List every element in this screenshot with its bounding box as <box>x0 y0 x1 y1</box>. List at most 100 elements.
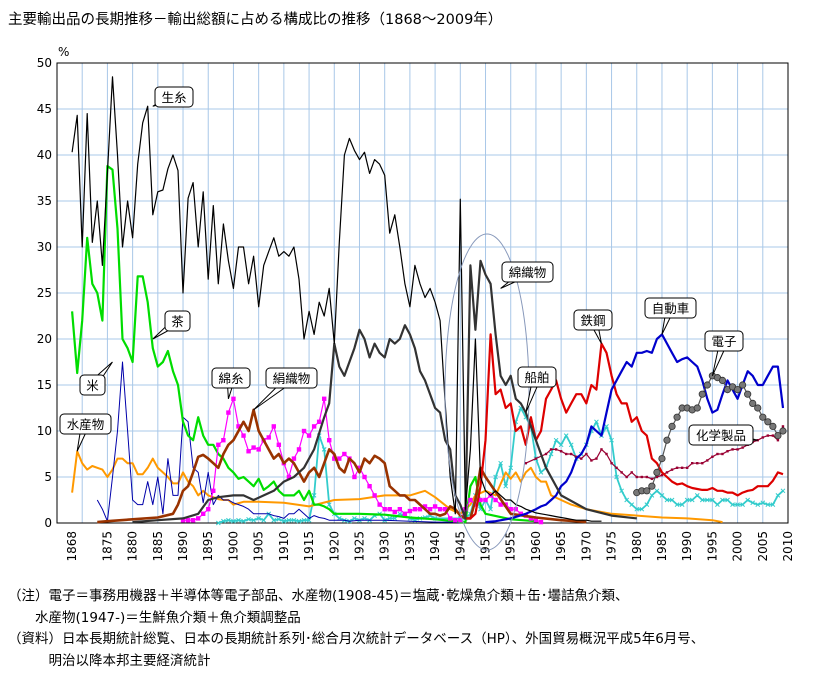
data-point <box>701 462 704 465</box>
callout-fill <box>166 312 189 330</box>
data-point <box>488 506 493 512</box>
data-point <box>765 502 771 507</box>
x-tick-label: 1970 <box>579 531 593 562</box>
data-point <box>407 508 413 514</box>
data-point <box>377 502 382 507</box>
callout-fill <box>503 263 552 281</box>
series-綿織物 <box>132 259 637 524</box>
chart-title: 主要輸出品の長期推移－輸出総額に占める構成比の推移（1868～2009年） <box>8 12 503 28</box>
data-point <box>276 442 282 447</box>
callout-絹織物: 絹織物 <box>253 367 318 411</box>
source-line-1: （資料）日本長期統計総覧、日本の長期統計系列･総合月次統計データベース（HP）、… <box>8 631 705 647</box>
data-point <box>706 459 709 462</box>
data-point <box>352 474 357 480</box>
data-point <box>453 518 458 523</box>
callout-label: 絹織物 <box>273 371 311 386</box>
data-point <box>619 488 624 494</box>
data-point <box>553 437 559 443</box>
data-point <box>528 516 534 521</box>
callout-電子: 電子 <box>704 330 744 377</box>
data-point <box>766 434 770 437</box>
data-point <box>635 475 638 479</box>
data-point <box>634 506 640 512</box>
data-point <box>387 507 392 512</box>
x-tick-label: 1965 <box>554 531 568 562</box>
data-point <box>387 516 393 521</box>
data-point <box>458 518 463 523</box>
series-茶 <box>71 164 536 524</box>
data-point <box>236 517 241 523</box>
data-point <box>362 474 367 480</box>
series-綿糸 <box>180 396 544 525</box>
grid <box>57 62 788 523</box>
data-point <box>665 471 669 474</box>
callout-fill <box>267 369 316 387</box>
series-line <box>71 450 723 524</box>
callout-fill <box>213 369 249 387</box>
x-tick-label: 1885 <box>151 531 165 562</box>
data-point <box>720 497 725 503</box>
data-point <box>629 502 635 507</box>
data-point <box>775 493 781 498</box>
data-point <box>311 424 317 429</box>
data-point <box>256 447 261 452</box>
data-point <box>392 509 397 515</box>
data-point <box>764 418 772 426</box>
callout-label: 自動車 <box>652 301 690 316</box>
data-point <box>221 438 226 443</box>
callout-米: 米 <box>79 361 113 396</box>
data-point <box>663 436 671 444</box>
y-tick-label: 0 <box>44 516 52 530</box>
data-point <box>352 516 357 521</box>
data-point <box>730 502 735 507</box>
data-point <box>704 497 710 503</box>
data-point <box>549 448 553 451</box>
data-point <box>648 482 656 490</box>
callout-label: 化学製品 <box>696 428 746 443</box>
data-point <box>301 517 307 523</box>
data-point <box>251 445 256 450</box>
data-point <box>306 433 312 438</box>
data-point <box>600 448 603 451</box>
data-point <box>585 452 588 456</box>
data-point <box>696 462 699 465</box>
data-point <box>685 466 689 469</box>
data-point <box>524 462 528 465</box>
data-point <box>226 410 231 415</box>
data-point <box>659 493 665 498</box>
data-point <box>437 507 443 512</box>
data-point <box>668 422 676 430</box>
x-tick-label: 1875 <box>100 531 114 562</box>
data-point <box>478 497 483 503</box>
data-point <box>679 502 685 507</box>
callout-label: 電子 <box>711 334 736 349</box>
callout-label: 綿糸 <box>218 371 243 386</box>
data-point <box>180 518 186 523</box>
data-point <box>201 511 206 516</box>
series-鉄鋼 <box>465 333 784 520</box>
data-point <box>779 427 787 435</box>
data-point <box>674 502 680 507</box>
data-point <box>776 439 780 442</box>
data-point <box>563 433 569 438</box>
callout-label: 米 <box>86 378 99 393</box>
data-point <box>733 385 742 394</box>
callout-fill <box>706 332 742 350</box>
y-tick-label: 20 <box>37 332 52 346</box>
data-point <box>412 507 418 512</box>
data-point <box>513 507 518 512</box>
data-point <box>498 502 503 507</box>
data-point <box>195 516 201 521</box>
callout-label: 茶 <box>171 314 184 329</box>
data-point <box>590 459 593 462</box>
data-point <box>580 457 583 460</box>
data-point <box>760 500 766 506</box>
data-point <box>221 518 226 524</box>
data-point <box>271 517 277 523</box>
callout-fill <box>575 311 611 329</box>
data-point <box>741 446 744 449</box>
data-point <box>644 502 650 507</box>
data-point <box>422 504 428 509</box>
data-point <box>231 396 236 401</box>
x-tick-label: 1905 <box>252 531 266 562</box>
